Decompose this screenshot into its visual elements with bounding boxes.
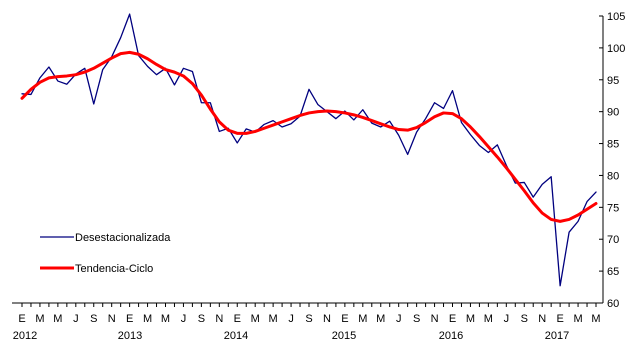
y-tick-label: 70: [607, 234, 619, 246]
x-tick-label: S: [198, 313, 205, 325]
x-tick-label: N: [215, 313, 223, 325]
x-tick-label: M: [573, 313, 582, 325]
x-tick-label: M: [484, 313, 493, 325]
y-tick-label: 60: [607, 298, 619, 310]
legend-item-1: Tendencia-Ciclo: [40, 263, 153, 275]
y-axis: 60 65 70 75 80 85 90 95 100 105: [599, 11, 625, 310]
x-tick-label: S: [413, 313, 420, 325]
y-tick-label: 85: [607, 139, 619, 151]
x-tick-label: S: [305, 313, 312, 325]
x-tick-label: M: [161, 313, 170, 325]
x-tick-label: E: [126, 313, 133, 325]
x-tick-label: M: [466, 313, 475, 325]
x-tick-label: S: [521, 313, 528, 325]
x-tick-label: E: [18, 313, 25, 325]
x-tick-label: N: [431, 313, 439, 325]
legend-item-0: Desestacionalizada: [40, 232, 171, 244]
x-tick-label: M: [591, 313, 600, 325]
x-tick-label: E: [449, 313, 456, 325]
x-tick-label: S: [90, 313, 97, 325]
year-label: 2015: [332, 330, 356, 342]
legend: Desestacionalizada Tendencia-Ciclo: [40, 232, 171, 275]
year-label: 2016: [439, 330, 463, 342]
x-tick-label: M: [53, 313, 62, 325]
x-tick-label: J: [181, 313, 187, 325]
x-tick-label: M: [358, 313, 367, 325]
x-tick-label: E: [556, 313, 563, 325]
x-tick-label: E: [341, 313, 348, 325]
x-tick-label: N: [538, 313, 546, 325]
x-tick-label: M: [269, 313, 278, 325]
x-tick-label: J: [73, 313, 79, 325]
x-tick-label: J: [288, 313, 294, 325]
x-tick-label: N: [108, 313, 116, 325]
x-tick-label: N: [323, 313, 331, 325]
x-tick-label: J: [396, 313, 402, 325]
series-line-1: [20, 50, 598, 223]
y-tick-label: 65: [607, 266, 619, 278]
x-tick-label: E: [234, 313, 241, 325]
y-tick-label: 100: [607, 43, 625, 55]
x-tick-label: M: [35, 313, 44, 325]
legend-label: Tendencia-Ciclo: [75, 263, 153, 275]
year-label: 2012: [13, 330, 37, 342]
y-tick-label: 75: [607, 202, 619, 214]
series-line-0: [21, 13, 597, 287]
y-tick-label: 90: [607, 107, 619, 119]
x-tick-label: J: [504, 313, 510, 325]
y-tick-label: 105: [607, 11, 625, 23]
series-layer: [20, 13, 598, 287]
y-tick-label: 80: [607, 170, 619, 182]
legend-label: Desestacionalizada: [75, 232, 171, 244]
year-label: 2017: [545, 330, 569, 342]
year-label: 2014: [224, 330, 248, 342]
x-tick-label: M: [143, 313, 152, 325]
x-tick-label: M: [376, 313, 385, 325]
year-label: 2013: [118, 330, 142, 342]
y-tick-label: 95: [607, 75, 619, 87]
x-tick-label: M: [251, 313, 260, 325]
